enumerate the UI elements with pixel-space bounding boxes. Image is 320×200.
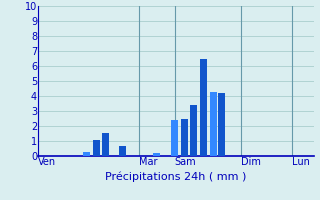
X-axis label: Précipitations 24h ( mm ): Précipitations 24h ( mm ) <box>105 172 247 182</box>
Bar <box>119 146 126 156</box>
Bar <box>83 152 90 156</box>
Bar <box>153 153 160 156</box>
Bar <box>171 120 178 156</box>
Bar <box>181 118 188 156</box>
Bar <box>93 140 100 156</box>
Bar <box>102 133 109 156</box>
Bar <box>210 92 217 156</box>
Bar <box>200 58 207 156</box>
Bar <box>190 105 197 156</box>
Bar <box>218 93 225 156</box>
